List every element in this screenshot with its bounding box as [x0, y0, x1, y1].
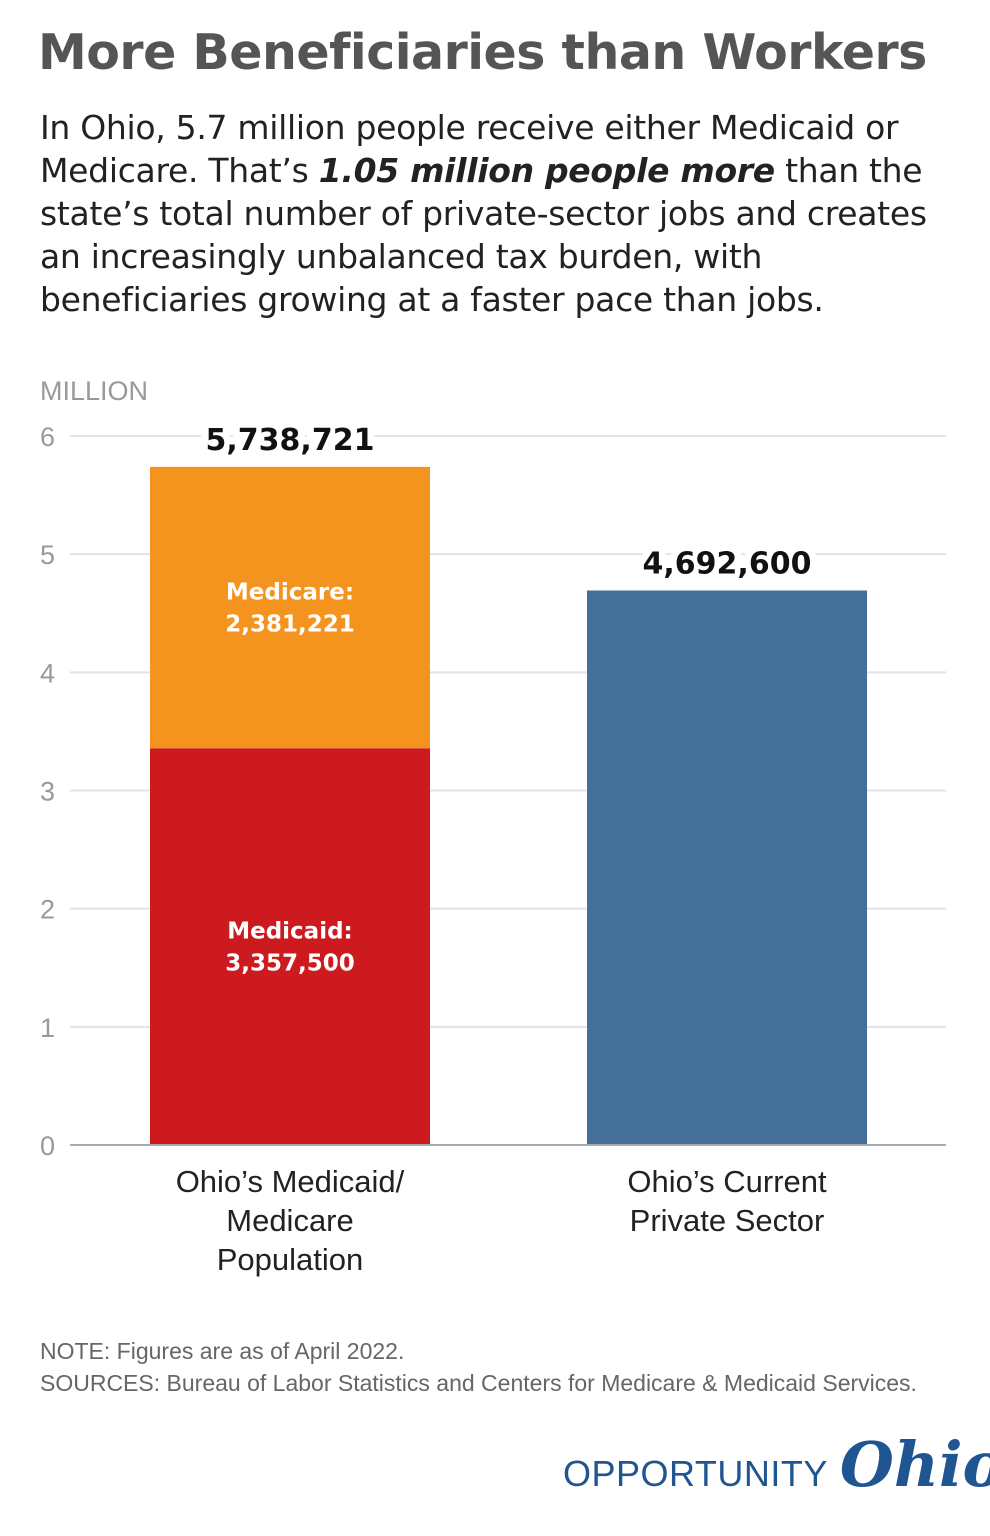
total-value-label: 5,738,721 — [206, 423, 375, 458]
opportunity-ohio-logo: OPPORTUNITY Ohio — [563, 1428, 990, 1501]
total-value-label: 4,692,600 — [643, 546, 812, 581]
subtitle-text: In Ohio, 5.7 million people receive eith… — [40, 108, 899, 190]
logo-script: Ohio — [839, 1428, 990, 1501]
y-axis-label: MILLION — [40, 376, 148, 406]
sources-text: SOURCES: Bureau of Labor Statistics and … — [40, 1370, 917, 1396]
y-tick-label: 5 — [40, 540, 55, 570]
bar-segment — [150, 748, 430, 1145]
segment-value-label: 2,381,221 — [225, 612, 355, 638]
y-tick-label: 0 — [40, 1131, 55, 1161]
y-tick-label: 3 — [40, 777, 55, 807]
subtitle-text-end: than the state’s total number of private… — [40, 151, 927, 319]
segment-name-label: Medicaid: — [227, 919, 353, 945]
y-tick-label: 4 — [40, 658, 55, 688]
segment-name-label: Medicare: — [226, 580, 354, 606]
y-tick-label: 1 — [40, 1013, 55, 1043]
x-category-label: Ohio’s Current — [627, 1164, 827, 1199]
x-category-label: Population — [217, 1242, 364, 1277]
bar-chart: MILLION 0 1 2 3 4 5 6 Medicaid: 3,357,500 Medicare… — [40, 376, 946, 1277]
y-tick-label: 2 — [40, 895, 55, 925]
x-category-label: Ohio’s Medicaid/ — [176, 1164, 405, 1199]
chart-subtitle: In Ohio, 5.7 million people receive eith… — [40, 106, 940, 321]
x-category-label: Medicare — [226, 1203, 354, 1238]
y-tick-label: 6 — [40, 422, 55, 452]
chart-title: More Beneficiaries than Workers — [38, 24, 927, 81]
footnote: NOTE: Figures are as of April 2022. SOUR… — [40, 1335, 917, 1399]
logo-text: OPPORTUNITY — [563, 1453, 828, 1494]
x-category-label: Private Sector — [630, 1203, 825, 1238]
segment-value-label: 3,357,500 — [225, 951, 355, 977]
bar-segment — [587, 590, 867, 1145]
subtitle-emphasis: 1.05 million people more — [318, 151, 775, 190]
note-text: NOTE: Figures are as of April 2022. — [40, 1338, 405, 1364]
bar-segment — [150, 466, 430, 749]
